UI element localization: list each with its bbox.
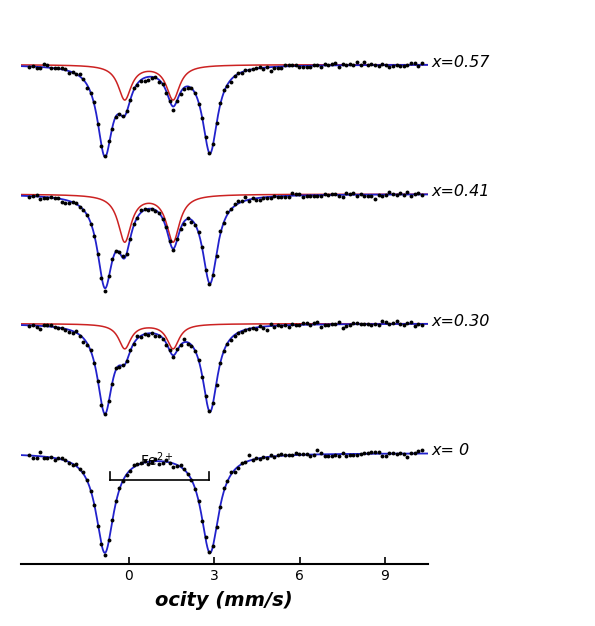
- X-axis label: ocity (mm/s): ocity (mm/s): [155, 592, 293, 610]
- Text: x=0.41: x=0.41: [432, 184, 490, 199]
- Text: x=0.30: x=0.30: [432, 314, 490, 329]
- Text: x= 0: x= 0: [432, 443, 470, 458]
- Text: Fe$^{2+}$: Fe$^{2+}$: [140, 451, 173, 470]
- Text: x=0.57: x=0.57: [432, 54, 490, 69]
